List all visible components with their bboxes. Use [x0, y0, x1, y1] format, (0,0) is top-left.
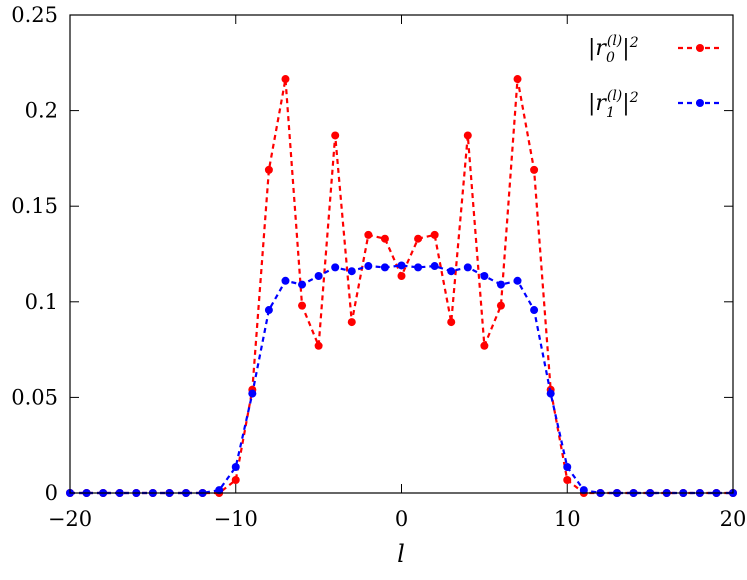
- data-point: [513, 75, 522, 84]
- data-point: [380, 263, 389, 272]
- data-point: [546, 389, 555, 398]
- data-point: [480, 271, 489, 280]
- legend-marker: [696, 99, 704, 107]
- data-point: [447, 318, 456, 327]
- data-point: [579, 486, 588, 495]
- data-point: [331, 263, 340, 272]
- series-0: [66, 75, 737, 497]
- y-tick-label: 0.1: [25, 290, 58, 314]
- series-1: [66, 261, 737, 497]
- x-tick-label: 10: [554, 507, 581, 531]
- x-tick-label: −20: [48, 507, 92, 531]
- data-point: [281, 75, 290, 84]
- data-point: [563, 462, 572, 471]
- data-point: [248, 389, 257, 398]
- data-point: [447, 267, 456, 276]
- data-point: [298, 301, 307, 310]
- data-point: [215, 486, 224, 495]
- x-tick-label: 0: [395, 507, 408, 531]
- data-point: [380, 234, 389, 243]
- data-point: [430, 262, 439, 271]
- data-point: [480, 341, 489, 350]
- data-point: [414, 234, 423, 243]
- data-point: [314, 271, 323, 280]
- y-tick-label: 0.25: [11, 3, 58, 27]
- x-tick-label: 20: [720, 507, 747, 531]
- data-point: [231, 462, 240, 471]
- data-point: [281, 276, 290, 285]
- series-line: [70, 264, 733, 495]
- series-line: [70, 78, 733, 495]
- data-point: [264, 165, 273, 174]
- data-point: [347, 267, 356, 276]
- data-point: [463, 263, 472, 272]
- data-point: [264, 306, 273, 315]
- y-tick-label: 0.2: [25, 99, 58, 123]
- y-tick-label: 0.15: [11, 194, 58, 218]
- data-point: [513, 276, 522, 285]
- legend-label-r1: |r1(l)|2: [588, 88, 639, 121]
- data-point: [463, 131, 472, 140]
- data-point: [496, 280, 505, 289]
- legend: |r0(l)|2 |r1(l)|2: [588, 33, 722, 121]
- data-point: [414, 263, 423, 272]
- y-tick-label: 0.05: [11, 385, 58, 409]
- data-point: [347, 318, 356, 327]
- data-point: [231, 475, 240, 484]
- data-point: [530, 306, 539, 315]
- data-point: [364, 262, 373, 271]
- data-point: [563, 475, 572, 484]
- legend-marker: [696, 44, 704, 52]
- data-point: [331, 131, 340, 140]
- data-point: [397, 261, 406, 270]
- data-point: [364, 230, 373, 239]
- x-axis-label: l: [397, 540, 405, 568]
- data-point: [314, 341, 323, 350]
- legend-label-r0: |r0(l)|2: [588, 33, 639, 66]
- y-tick-label: 0: [45, 481, 58, 505]
- data-point: [298, 280, 307, 289]
- data-point: [430, 230, 439, 239]
- plot-frame: [69, 14, 734, 494]
- data-point: [496, 301, 505, 310]
- x-tick-label: −10: [214, 507, 258, 531]
- data-point: [530, 165, 539, 174]
- data-point: [397, 271, 406, 280]
